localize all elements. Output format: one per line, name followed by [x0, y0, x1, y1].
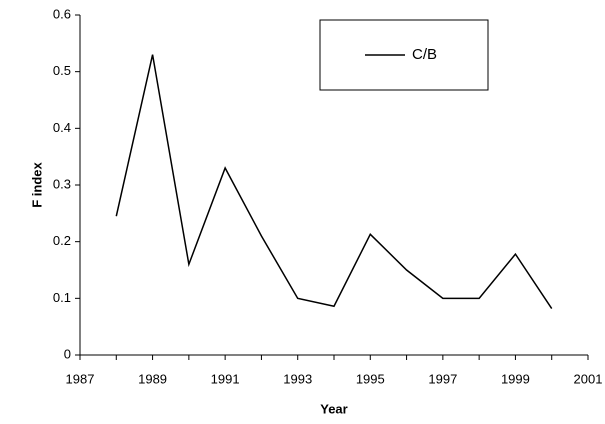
x-tick-label: 1993: [283, 371, 312, 386]
x-tick-label: 1999: [501, 371, 530, 386]
x-tick-label: 1991: [211, 371, 240, 386]
y-axis-label: F index: [29, 161, 44, 207]
data-line: [115, 54, 553, 309]
x-tick-label: 1989: [138, 371, 167, 386]
y-tick-label: 0.6: [53, 6, 71, 21]
x-tick-label: 1997: [428, 371, 457, 386]
legend-label: C/B: [412, 46, 437, 63]
y-tick-label: 0.3: [53, 176, 71, 191]
y-tick-label: 0.5: [53, 63, 71, 78]
x-tick-label: 1995: [356, 371, 385, 386]
y-tick-label: 0.1: [53, 290, 71, 305]
x-tick-label: 1987: [66, 371, 95, 386]
x-tick-label: 2001: [574, 371, 603, 386]
y-tick-label: 0.2: [53, 233, 71, 248]
x-axis-label: Year: [320, 401, 347, 416]
y-tick-label: 0: [64, 346, 71, 361]
y-tick-label: 0.4: [53, 120, 71, 135]
